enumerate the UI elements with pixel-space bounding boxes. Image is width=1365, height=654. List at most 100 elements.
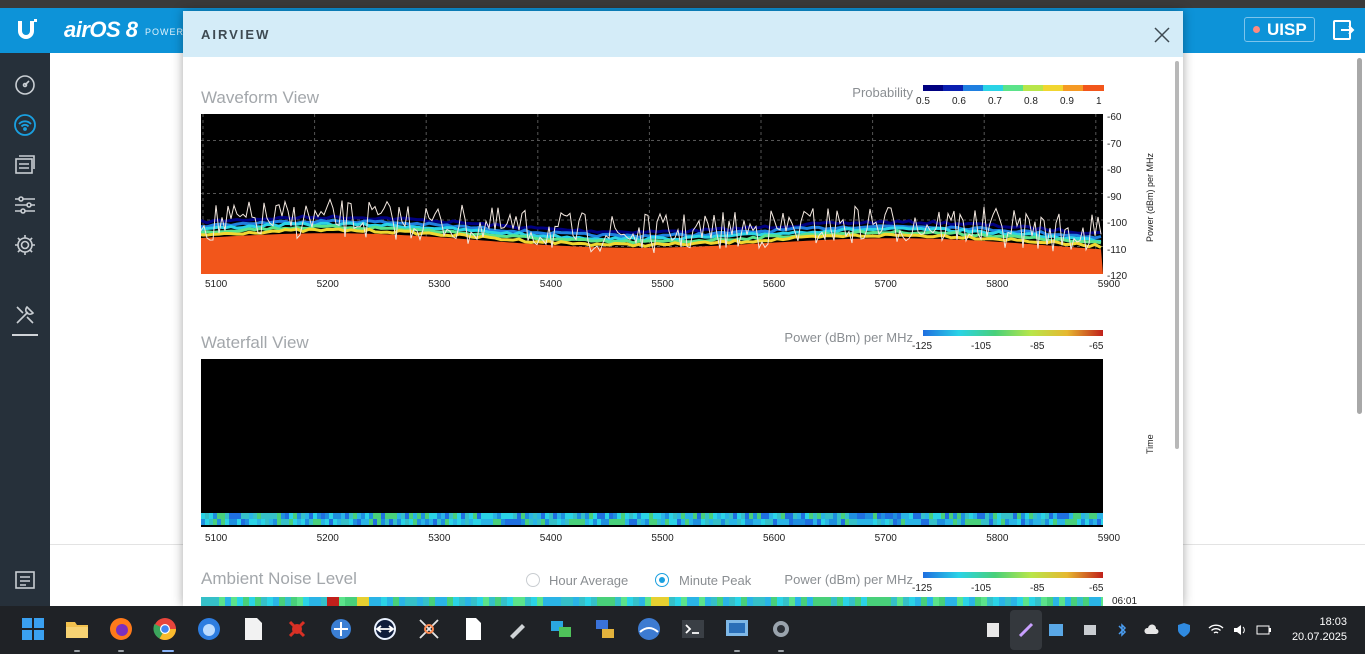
remote-desktop-icon[interactable] [548,616,574,642]
waterfall-cell [737,519,741,525]
bug-app-icon[interactable] [284,616,310,642]
teamviewer-icon[interactable] [372,616,398,642]
services-icon[interactable] [13,193,37,217]
waterfall-cell [289,519,293,525]
tray-drive-icon[interactable] [1082,622,1098,638]
dashboard-icon[interactable] [13,73,37,97]
waterfall-cell [545,519,549,525]
waterfall-cell [721,513,725,519]
waveform-peak-trace [200,198,1102,254]
ambient-cell [723,597,729,606]
security-shield-icon[interactable] [1176,622,1192,638]
tools-icon[interactable] [13,303,37,327]
page-scrollbar[interactable] [1357,58,1362,414]
waterfall-cell [637,519,641,525]
start-icon[interactable] [20,616,46,642]
file-explorer-icon[interactable] [64,616,90,642]
waterfall-cell [965,513,969,519]
waterfall-cell [657,519,661,525]
volume-icon[interactable] [1232,622,1248,638]
waterfall-cell [521,513,525,519]
ambient-cell [441,597,447,606]
ambient-cell [639,597,645,606]
waterfall-cell [593,513,597,519]
waterfall-cell [413,513,417,519]
cloud-icon[interactable] [1144,622,1160,638]
ambient-cell [705,597,711,606]
waterfall-cell [481,513,485,519]
minute-peak-label[interactable]: Minute Peak [679,573,752,588]
close-icon[interactable] [1154,27,1170,43]
ubiquiti-logo-icon[interactable] [14,18,38,42]
settings-icon[interactable] [13,233,37,257]
log-icon[interactable] [13,568,37,592]
battery-icon[interactable] [1256,622,1272,638]
system-clock[interactable]: 18:03 20.07.2025 [1292,615,1347,645]
waterfall-cell [913,519,917,525]
waterfall-cell [961,519,965,525]
tray-app-icon[interactable] [1048,622,1064,638]
waterfall-cell [201,513,205,519]
waterfall-cell [821,513,825,519]
waterfall-cell [653,519,657,525]
waterfall-cell [365,513,369,519]
waterfall-cell [521,519,525,525]
network-connections-icon[interactable] [592,616,618,642]
bluetooth-icon[interactable] [1114,622,1130,638]
waterfall-cell [461,519,465,525]
waterfall-cell [813,519,817,525]
waterfall-cell [1025,519,1029,525]
notes-icon[interactable] [460,616,486,642]
ambient-cell [717,597,723,606]
waterfall-x-tick: 5700 [874,533,897,544]
wireless-icon[interactable] [13,113,37,137]
waterfall-cell [321,519,325,525]
monitor-app-icon[interactable] [724,616,750,642]
waterfall-cell [661,519,665,525]
waterfall-cell [1009,519,1013,525]
wifi-icon[interactable] [1208,622,1224,638]
hour-average-label[interactable]: Hour Average [549,573,629,588]
chrome-icon[interactable] [152,616,178,642]
firefox-icon[interactable] [108,616,134,642]
ambient-cell [447,597,453,606]
settings-app-icon[interactable] [768,616,794,642]
waterfall-cell [613,519,617,525]
tray-pen-icon[interactable] [1018,622,1034,638]
ambient-cell [1047,597,1053,606]
waterfall-cell [561,519,565,525]
waterfall-cell [577,513,581,519]
waveform-y-tick: -100 [1107,218,1128,229]
hour-average-radio[interactable] [526,573,540,587]
waterfall-cell [709,513,713,519]
waterfall-cell [229,519,233,525]
waterfall-cell [217,519,221,525]
usb-drive-icon[interactable] [504,616,530,642]
waterfall-cell [905,519,909,525]
waterfall-cell [889,513,893,519]
logout-icon[interactable] [1331,18,1355,42]
waterfall-cell [261,519,265,525]
ambient-cell [297,597,303,606]
uisp-status-dot [1253,26,1260,33]
waveform-y-tick: -110 [1107,244,1127,256]
thunderbird-icon[interactable] [196,616,222,642]
waterfall-cell [473,519,477,525]
waterfall-cell [1029,519,1033,525]
terminal-icon[interactable] [680,616,706,642]
network-tool-icon[interactable] [328,616,354,642]
document-icon[interactable] [240,616,266,642]
tray-document-icon[interactable] [985,622,1001,638]
waterfall-cell [345,513,349,519]
probability-tick: 1 [1096,96,1102,107]
minute-peak-radio[interactable] [655,573,669,587]
uisp-button[interactable]: UISP [1244,17,1315,42]
globe-app-icon[interactable] [636,616,662,642]
waterfall-cell [257,519,261,525]
ambient-cell [1035,597,1041,606]
tool-app-icon[interactable] [416,616,442,642]
ambient-cell [477,597,483,606]
waterfall-cell [425,513,429,519]
modal-scrollbar[interactable] [1175,61,1179,449]
network-icon[interactable] [13,153,37,177]
